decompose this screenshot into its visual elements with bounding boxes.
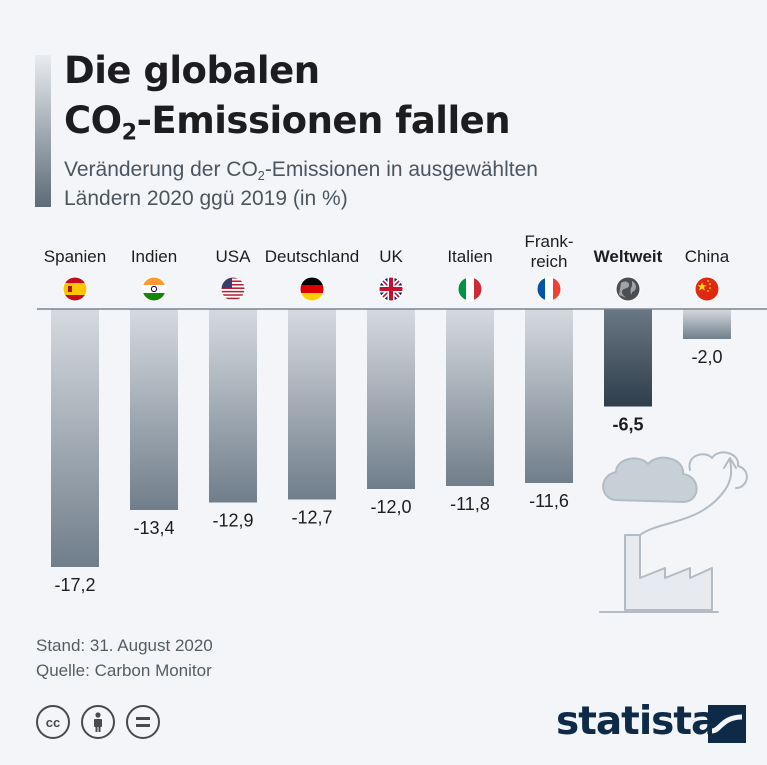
statista-logo-mark (708, 705, 746, 743)
category-label-china: China (685, 247, 730, 266)
bar-spanien (51, 309, 99, 567)
value-label-usa: -12,9 (212, 511, 253, 531)
flag-france-icon (536, 276, 562, 302)
bar-uk (367, 309, 415, 489)
bar-usa (209, 309, 257, 503)
factory-illustration (599, 451, 748, 613)
value-label-weltweit: -6,5 (612, 415, 643, 435)
flag-italy-icon (457, 276, 483, 302)
value-label-frank-reich: -11,6 (529, 491, 569, 511)
bar-china (683, 309, 731, 339)
category-label-deutschland: Deutschland (265, 247, 360, 266)
value-label-uk: -12,0 (370, 497, 411, 517)
value-label-deutschland: -12,7 (291, 508, 332, 528)
attribution-icon[interactable] (81, 705, 115, 739)
footer-date: Stand: 31. August 2020 (36, 636, 213, 655)
flag-india-icon (141, 276, 167, 302)
flag-germany-icon (299, 276, 325, 302)
globe-icon (615, 276, 641, 302)
chart-subtitle: Veränderung der CO2-Emissionen in ausgew… (64, 158, 538, 210)
category-label-indien: Indien (131, 247, 177, 266)
bar-italien (446, 309, 494, 486)
category-label-uk: UK (379, 247, 403, 266)
value-label-spanien: -17,2 (54, 575, 95, 595)
value-label-italien: -11,8 (450, 494, 490, 514)
value-label-indien: -13,4 (133, 518, 174, 538)
category-label-usa: USA (216, 247, 252, 266)
title-accent-bar (35, 55, 51, 207)
chart-title: Die globalen CO2-Emissionen fallen (64, 49, 511, 146)
flag-usa-icon (220, 276, 246, 302)
flag-uk-icon (378, 276, 404, 302)
no-derivatives-icon[interactable] (126, 705, 160, 739)
flag-china-icon (694, 276, 720, 302)
flag-spain-icon (62, 276, 88, 302)
category-label-italien: Italien (447, 247, 492, 266)
category-label-frank-reich: Frank-reich (524, 232, 573, 271)
statista-logo[interactable]: statista (556, 699, 717, 744)
category-label-spanien: Spanien (44, 247, 106, 266)
bar-weltweit (604, 309, 652, 407)
bar-frank-reich (525, 309, 573, 483)
value-label-china: -2,0 (691, 347, 722, 367)
category-label-weltweit: Weltweit (594, 247, 663, 266)
cc-icon[interactable]: cc (36, 705, 70, 739)
bar-deutschland (288, 309, 336, 500)
footer-source: Quelle: Carbon Monitor (36, 661, 212, 680)
bar-indien (130, 309, 178, 510)
